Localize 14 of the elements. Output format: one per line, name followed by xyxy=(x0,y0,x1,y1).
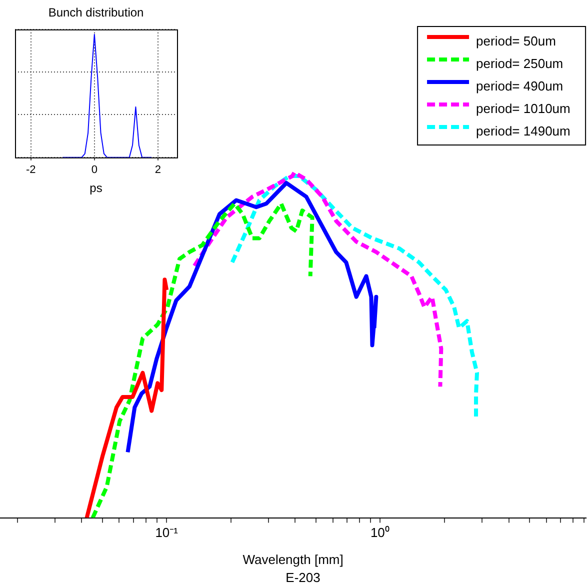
legend-label: period= 50um xyxy=(476,34,556,49)
legend-label: period= 490um xyxy=(476,78,564,94)
x-axis-title: Wavelength [mm] xyxy=(242,552,344,567)
text: E-203 xyxy=(286,570,320,585)
x-tick-label: 0 xyxy=(91,164,98,176)
x-axis-title: ps xyxy=(90,181,102,196)
chart-title: Bunch distribution xyxy=(48,6,144,20)
legend-label: period= 250um xyxy=(476,56,564,72)
x-tick-label: 10⁰ xyxy=(370,525,390,540)
legend-label: period= 1010um xyxy=(476,101,570,116)
legend-label: period= 1490um xyxy=(476,124,570,139)
x-tick-label: -2 xyxy=(26,164,36,176)
x-tick-label: 10⁻¹ xyxy=(155,525,179,540)
x-tick-label: 2 xyxy=(154,164,162,176)
